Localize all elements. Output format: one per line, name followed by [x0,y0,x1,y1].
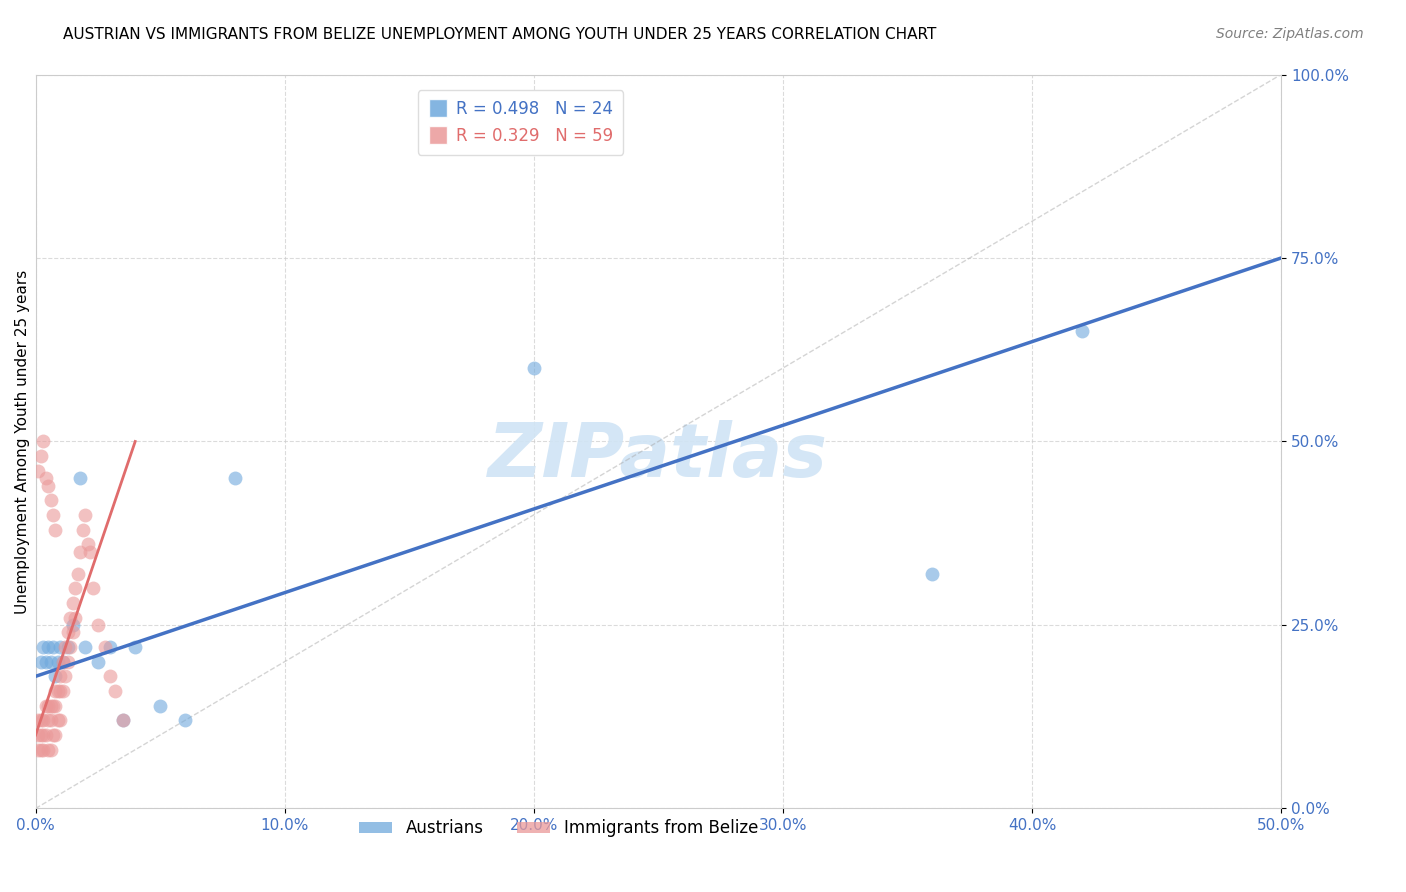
Point [149,698,172,713]
Point [49,640,72,654]
Point [30,449,52,463]
Point [42,640,65,654]
Point [44,698,66,713]
Point [34,698,56,713]
Point [62,618,84,632]
Point [94,640,117,654]
Point [56,655,79,669]
Point [32,728,55,742]
Point [98,669,121,683]
Point [44,728,66,742]
Point [56,640,79,654]
Point [32,743,55,757]
Point [49,714,72,728]
Point [65,581,87,595]
Point [98,640,121,654]
Point [30,728,52,742]
Point [174,714,197,728]
Point [30,743,52,757]
Point [46,714,69,728]
Point [32,714,55,728]
Point [49,684,72,698]
Point [37,640,59,654]
Point [523,361,546,376]
Point [27,714,49,728]
Point [52,655,75,669]
Point [42,728,65,742]
Point [37,698,59,713]
Point [104,684,127,698]
Point [27,464,49,478]
Point [76,537,98,551]
Text: Source: ZipAtlas.com: Source: ZipAtlas.com [1216,27,1364,41]
Point [62,596,84,610]
Point [59,640,82,654]
Point [69,544,91,558]
Point [39,743,62,757]
Point [921,566,943,581]
Point [52,655,75,669]
Point [49,669,72,683]
Point [87,655,110,669]
Point [66,566,89,581]
Legend: Austrians, Immigrants from Belize: Austrians, Immigrants from Belize [353,813,765,844]
Point [42,508,65,522]
Point [34,655,56,669]
Y-axis label: Unemployment Among Youth under 25 years: Unemployment Among Youth under 25 years [15,269,30,614]
Point [44,523,66,537]
Point [82,581,104,595]
Point [59,610,82,624]
Point [27,743,49,757]
Point [46,655,69,669]
Point [34,728,56,742]
Point [39,698,62,713]
Point [39,655,62,669]
Point [65,610,87,624]
Point [75,640,97,654]
Point [55,669,77,683]
Point [69,471,91,485]
Point [75,508,97,522]
Point [32,640,55,654]
Text: AUSTRIAN VS IMMIGRANTS FROM BELIZE UNEMPLOYMENT AMONG YOUTH UNDER 25 YEARS CORRE: AUSTRIAN VS IMMIGRANTS FROM BELIZE UNEMP… [63,27,936,42]
Point [1070,325,1092,339]
Point [27,728,49,742]
Point [37,714,59,728]
Point [30,655,52,669]
Point [37,478,59,492]
Point [39,714,62,728]
Point [34,471,56,485]
Point [44,684,66,698]
Point [72,523,94,537]
Point [46,684,69,698]
Point [55,640,77,654]
Point [79,544,101,558]
Point [111,714,134,728]
Point [44,669,66,683]
Point [111,714,134,728]
Point [52,684,75,698]
Point [87,618,110,632]
Point [224,471,246,485]
Point [124,640,146,654]
Point [30,714,52,728]
Text: ZIPatlas: ZIPatlas [488,419,828,492]
Point [37,743,59,757]
Point [42,698,65,713]
Point [32,434,55,449]
Point [39,493,62,508]
Point [62,625,84,640]
Point [56,625,79,640]
